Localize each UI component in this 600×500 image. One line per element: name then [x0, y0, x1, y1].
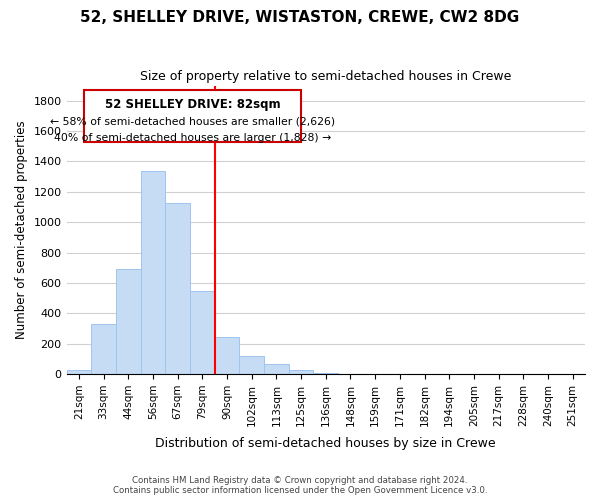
Text: ← 58% of semi-detached houses are smaller (2,626): ← 58% of semi-detached houses are smalle…	[50, 116, 335, 126]
Bar	[165, 203, 190, 374]
Y-axis label: Number of semi-detached properties: Number of semi-detached properties	[15, 120, 28, 339]
Bar	[116, 268, 140, 374]
Bar	[91, 324, 116, 374]
Bar	[190, 290, 215, 374]
Bar	[264, 364, 289, 374]
X-axis label: Distribution of semi-detached houses by size in Crewe: Distribution of semi-detached houses by …	[155, 437, 496, 450]
Bar	[67, 370, 91, 374]
Text: 40% of semi-detached houses are larger (1,828) →: 40% of semi-detached houses are larger (…	[54, 134, 331, 143]
Bar	[140, 170, 165, 374]
Text: 52, SHELLEY DRIVE, WISTASTON, CREWE, CW2 8DG: 52, SHELLEY DRIVE, WISTASTON, CREWE, CW2…	[80, 10, 520, 25]
Title: Size of property relative to semi-detached houses in Crewe: Size of property relative to semi-detach…	[140, 70, 511, 83]
FancyBboxPatch shape	[84, 90, 301, 142]
Bar	[239, 356, 264, 374]
Bar	[215, 337, 239, 374]
Bar	[289, 370, 313, 374]
Text: Contains HM Land Registry data © Crown copyright and database right 2024.
Contai: Contains HM Land Registry data © Crown c…	[113, 476, 487, 495]
Text: 52 SHELLEY DRIVE: 82sqm: 52 SHELLEY DRIVE: 82sqm	[104, 98, 280, 112]
